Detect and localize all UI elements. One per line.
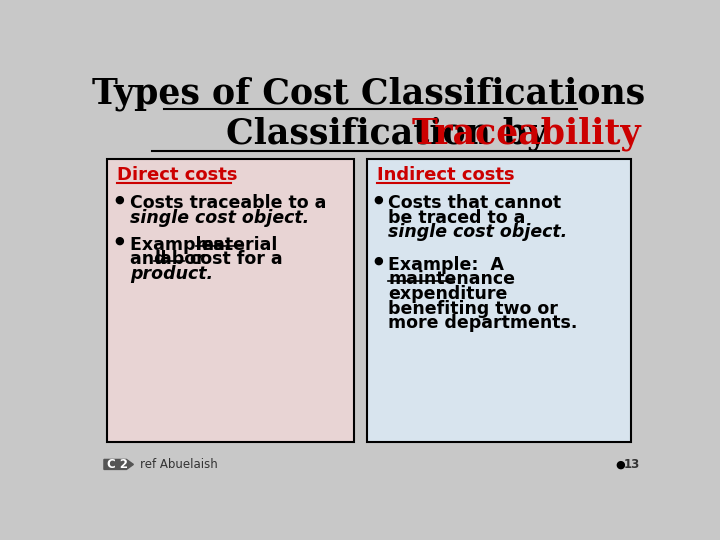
FancyArrow shape — [104, 460, 133, 469]
Text: ●: ● — [374, 194, 383, 204]
Text: Example:  A: Example: A — [388, 256, 505, 274]
Text: Direct costs: Direct costs — [117, 166, 238, 184]
Text: cost for a: cost for a — [184, 251, 282, 268]
Text: Types of Cost Classifications: Types of Cost Classifications — [92, 77, 646, 111]
Text: Indirect costs: Indirect costs — [377, 166, 514, 184]
Text: Costs that cannot: Costs that cannot — [388, 194, 562, 212]
Text: C 2: C 2 — [107, 458, 128, 471]
Text: Traceability: Traceability — [412, 117, 642, 151]
Text: ●: ● — [374, 256, 383, 266]
FancyBboxPatch shape — [107, 159, 354, 442]
Text: be traced to a: be traced to a — [388, 209, 526, 227]
Text: Costs traceable to a: Costs traceable to a — [130, 194, 327, 212]
Text: more departments.: more departments. — [388, 314, 577, 332]
Text: single cost object.: single cost object. — [130, 209, 310, 227]
Text: Examples:: Examples: — [130, 236, 243, 254]
Text: labor: labor — [154, 251, 204, 268]
Text: single cost object.: single cost object. — [388, 224, 567, 241]
Text: product.: product. — [130, 265, 213, 283]
Text: Classification by: Classification by — [225, 117, 559, 151]
Text: 13: 13 — [624, 458, 639, 471]
Text: and: and — [130, 251, 173, 268]
Text: material: material — [196, 236, 278, 254]
Text: expenditure: expenditure — [388, 285, 508, 303]
Text: benefiting two or: benefiting two or — [388, 300, 558, 318]
Text: maintenance: maintenance — [388, 271, 516, 288]
Text: ●: ● — [114, 236, 125, 246]
Text: ref Abuelaish: ref Abuelaish — [140, 458, 218, 471]
Text: ●: ● — [616, 460, 625, 469]
FancyBboxPatch shape — [367, 159, 631, 442]
Text: ●: ● — [114, 194, 125, 204]
